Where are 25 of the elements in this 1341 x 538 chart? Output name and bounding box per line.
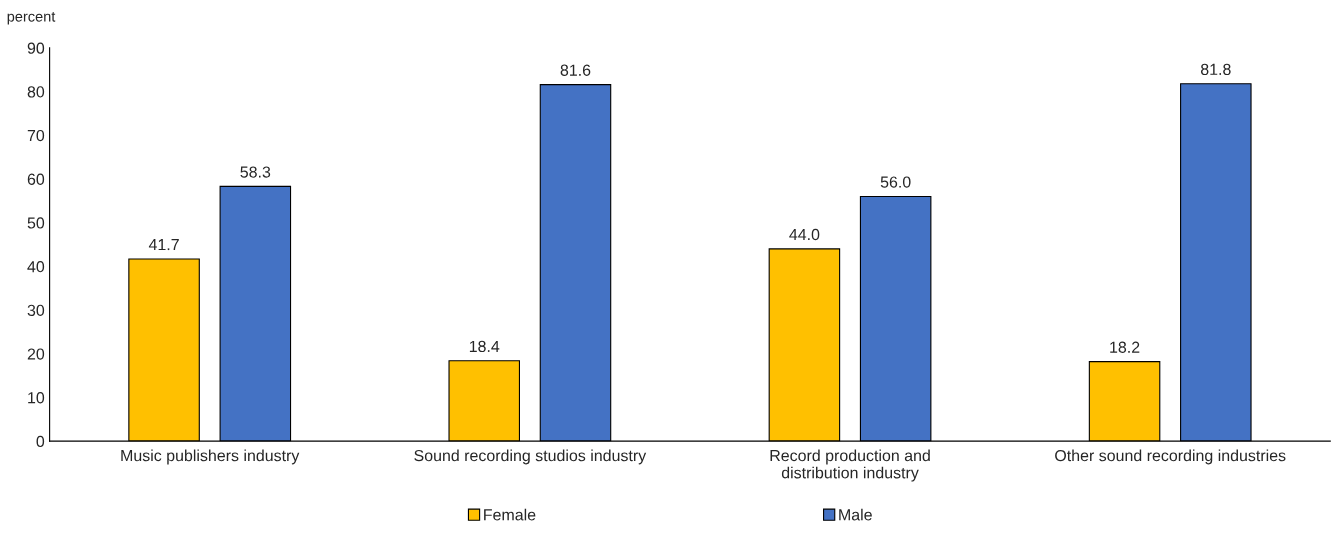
x-tick-label: Sound recording studios industry xyxy=(414,449,647,465)
x-tick-label: Other sound recording industries xyxy=(1055,449,1286,465)
data-label: 41.7 xyxy=(148,239,179,251)
legend-label: Male xyxy=(839,508,872,521)
y-tick-label: 40 xyxy=(27,261,45,273)
y-axis-title: percent xyxy=(7,12,56,25)
y-tick-label: 30 xyxy=(27,304,45,317)
y-tick-label: 50 xyxy=(27,217,45,229)
y-tick-label: 0 xyxy=(36,435,45,448)
y-tick-label: 80 xyxy=(27,86,45,98)
y-tick-label: 10 xyxy=(28,392,45,404)
data-label: 58.3 xyxy=(240,166,271,178)
y-tick-label: 60 xyxy=(27,173,45,185)
data-label: 18.2 xyxy=(1110,341,1140,353)
y-tick-label: 90 xyxy=(27,42,45,54)
data-label: 44.0 xyxy=(789,228,820,241)
y-tick-label: 70 xyxy=(27,129,45,142)
x-tick-label: Music publishers industry xyxy=(121,449,300,465)
data-label: 81.6 xyxy=(560,64,591,76)
data-label: 56.0 xyxy=(880,176,911,188)
data-label: 18.4 xyxy=(469,340,500,353)
legend-label: Female xyxy=(484,508,536,521)
x-tick-label: Record production and distribution industry xyxy=(770,449,930,482)
data-label: 81.8 xyxy=(1200,63,1231,75)
y-tick-label: 20 xyxy=(27,348,45,360)
